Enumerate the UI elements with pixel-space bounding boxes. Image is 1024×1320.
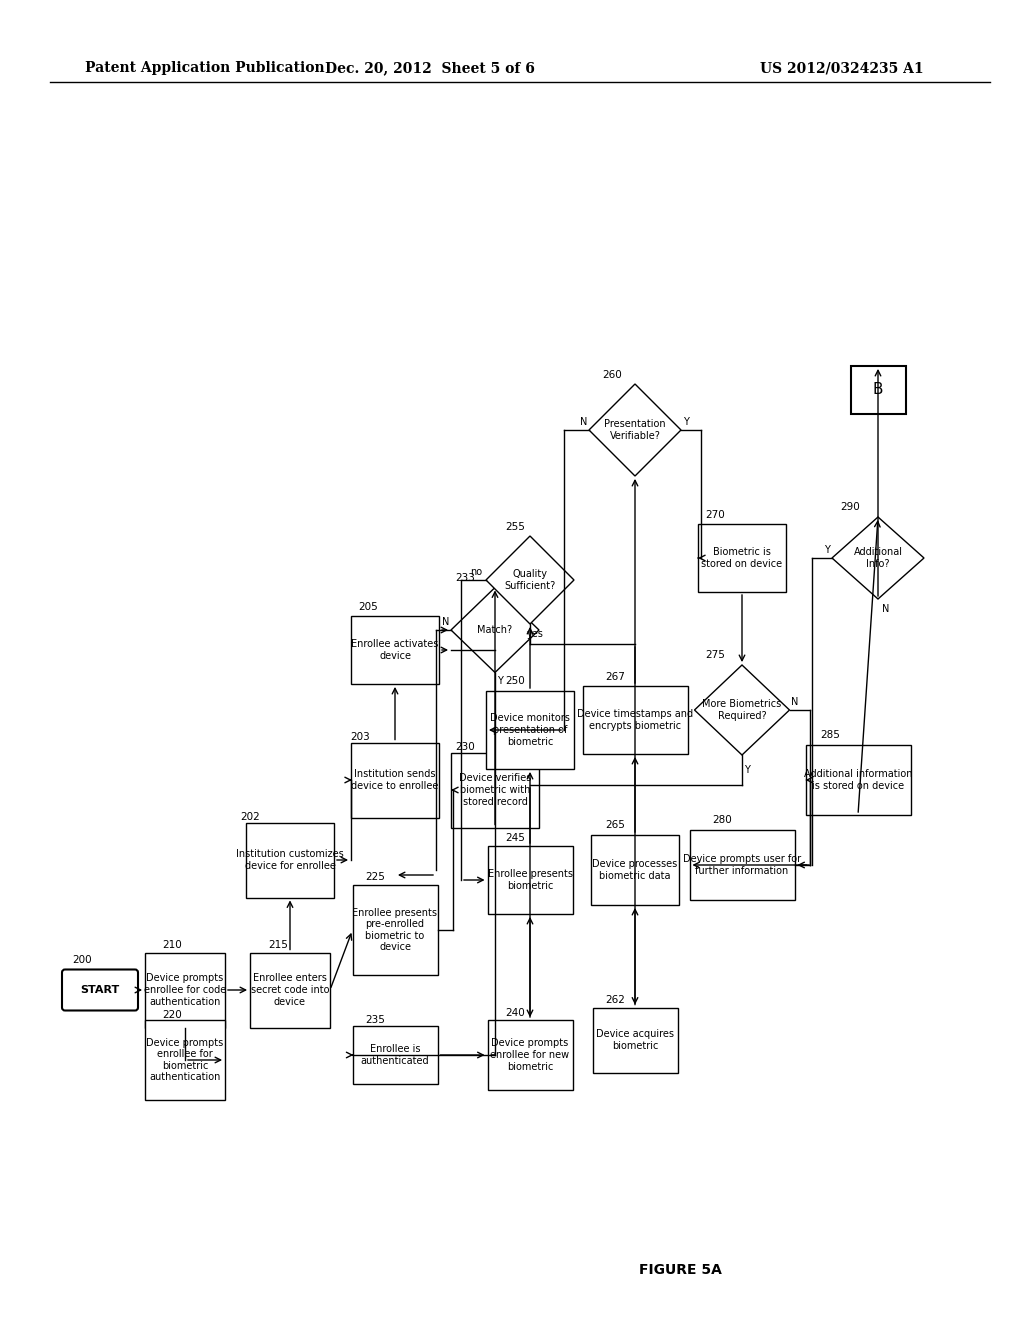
Polygon shape	[694, 665, 790, 755]
Bar	[486, 690, 574, 770]
Text: 205: 205	[358, 602, 378, 612]
Text: Institution sends
device to enrollee: Institution sends device to enrollee	[351, 770, 438, 791]
Text: 220: 220	[162, 1010, 181, 1020]
Text: N: N	[581, 417, 588, 426]
Text: Enrollee is
authenticated: Enrollee is authenticated	[360, 1044, 429, 1065]
Text: yes: yes	[526, 630, 544, 639]
Text: Additional information
is stored on device: Additional information is stored on devi…	[804, 770, 912, 791]
Text: 250: 250	[505, 676, 524, 686]
Text: Device prompts user for
further information: Device prompts user for further informat…	[683, 854, 801, 875]
Bar	[351, 616, 439, 684]
Text: N: N	[791, 697, 798, 708]
Text: Additional
Info?: Additional Info?	[853, 548, 902, 569]
Text: 215: 215	[268, 940, 288, 950]
Text: Enrollee enters
secret code into
device: Enrollee enters secret code into device	[251, 973, 330, 1007]
Text: START: START	[80, 985, 120, 995]
Bar	[851, 366, 905, 414]
Text: 202: 202	[240, 812, 260, 822]
Bar	[451, 752, 539, 828]
Text: 233: 233	[455, 573, 475, 583]
Bar	[352, 1026, 437, 1084]
Bar	[250, 953, 330, 1027]
Text: 230: 230	[455, 742, 475, 752]
Text: Y: Y	[683, 417, 689, 426]
Text: Device timestamps and
encrypts biometric: Device timestamps and encrypts biometric	[577, 709, 693, 731]
Bar	[351, 742, 439, 817]
Text: 262: 262	[605, 995, 625, 1005]
Text: Device prompts
enrollee for
biometric
authentication: Device prompts enrollee for biometric au…	[146, 1038, 223, 1082]
Bar	[689, 830, 795, 900]
Text: US 2012/0324235 A1: US 2012/0324235 A1	[760, 61, 924, 75]
Bar	[487, 1020, 572, 1090]
Text: Y: Y	[824, 545, 829, 554]
Bar	[145, 1020, 225, 1100]
Text: Match?: Match?	[477, 624, 513, 635]
Bar	[352, 884, 437, 975]
Text: Patent Application Publication: Patent Application Publication	[85, 61, 325, 75]
Text: Enrollee activates
device: Enrollee activates device	[351, 639, 438, 661]
Bar	[593, 1007, 678, 1072]
Text: Y: Y	[744, 766, 750, 775]
Text: 225: 225	[365, 873, 385, 882]
Bar	[487, 846, 572, 913]
Text: N: N	[442, 616, 450, 627]
Text: 200: 200	[72, 954, 91, 965]
Text: More Biometrics
Required?: More Biometrics Required?	[702, 700, 781, 721]
Text: 280: 280	[712, 814, 732, 825]
Text: 240: 240	[505, 1008, 524, 1018]
Text: Device prompts
enrollee for new
biometric: Device prompts enrollee for new biometri…	[490, 1039, 569, 1072]
Text: Device prompts
enrollee for code
authentication: Device prompts enrollee for code authent…	[144, 973, 226, 1007]
Text: Device monitors
presentation of
biometric: Device monitors presentation of biometri…	[490, 713, 570, 747]
Text: Device verifies
biometric with
stored record: Device verifies biometric with stored re…	[459, 774, 531, 807]
Text: 245: 245	[505, 833, 525, 843]
Polygon shape	[486, 536, 574, 624]
Text: 270: 270	[705, 510, 725, 520]
Text: 285: 285	[820, 730, 840, 741]
Text: 260: 260	[602, 370, 622, 380]
Text: Dec. 20, 2012  Sheet 5 of 6: Dec. 20, 2012 Sheet 5 of 6	[325, 61, 535, 75]
Text: Enrollee presents
biometric: Enrollee presents biometric	[487, 869, 572, 891]
Text: Device acquires
biometric: Device acquires biometric	[596, 1030, 674, 1051]
Text: Presentation
Verifiable?: Presentation Verifiable?	[604, 420, 666, 441]
Text: 265: 265	[605, 820, 625, 830]
Bar	[698, 524, 786, 591]
Text: 275: 275	[705, 649, 725, 660]
Polygon shape	[831, 517, 924, 599]
Text: Device processes
biometric data: Device processes biometric data	[592, 859, 678, 880]
Text: 255: 255	[505, 521, 525, 532]
Text: no: no	[470, 568, 482, 577]
Text: B: B	[872, 383, 884, 397]
Bar	[591, 836, 679, 906]
Bar	[583, 686, 687, 754]
Text: Biometric is
stored on device: Biometric is stored on device	[701, 548, 782, 569]
Text: 290: 290	[840, 502, 860, 512]
Polygon shape	[451, 587, 539, 672]
Bar	[806, 744, 910, 814]
Text: N: N	[883, 605, 890, 614]
Text: 267: 267	[605, 672, 625, 682]
Bar	[246, 822, 334, 898]
Text: Institution customizes
device for enrollee: Institution customizes device for enroll…	[237, 849, 344, 871]
FancyBboxPatch shape	[62, 969, 138, 1011]
Polygon shape	[589, 384, 681, 477]
Text: Quality
Sufficient?: Quality Sufficient?	[505, 569, 556, 591]
Text: 210: 210	[162, 940, 181, 950]
Text: 235: 235	[365, 1015, 385, 1026]
Text: Enrollee presents
pre-enrolled
biometric to
device: Enrollee presents pre-enrolled biometric…	[352, 908, 437, 953]
Text: FIGURE 5A: FIGURE 5A	[639, 1263, 722, 1276]
Text: 203: 203	[350, 733, 370, 742]
Bar	[145, 953, 225, 1027]
Text: Y: Y	[497, 676, 503, 685]
